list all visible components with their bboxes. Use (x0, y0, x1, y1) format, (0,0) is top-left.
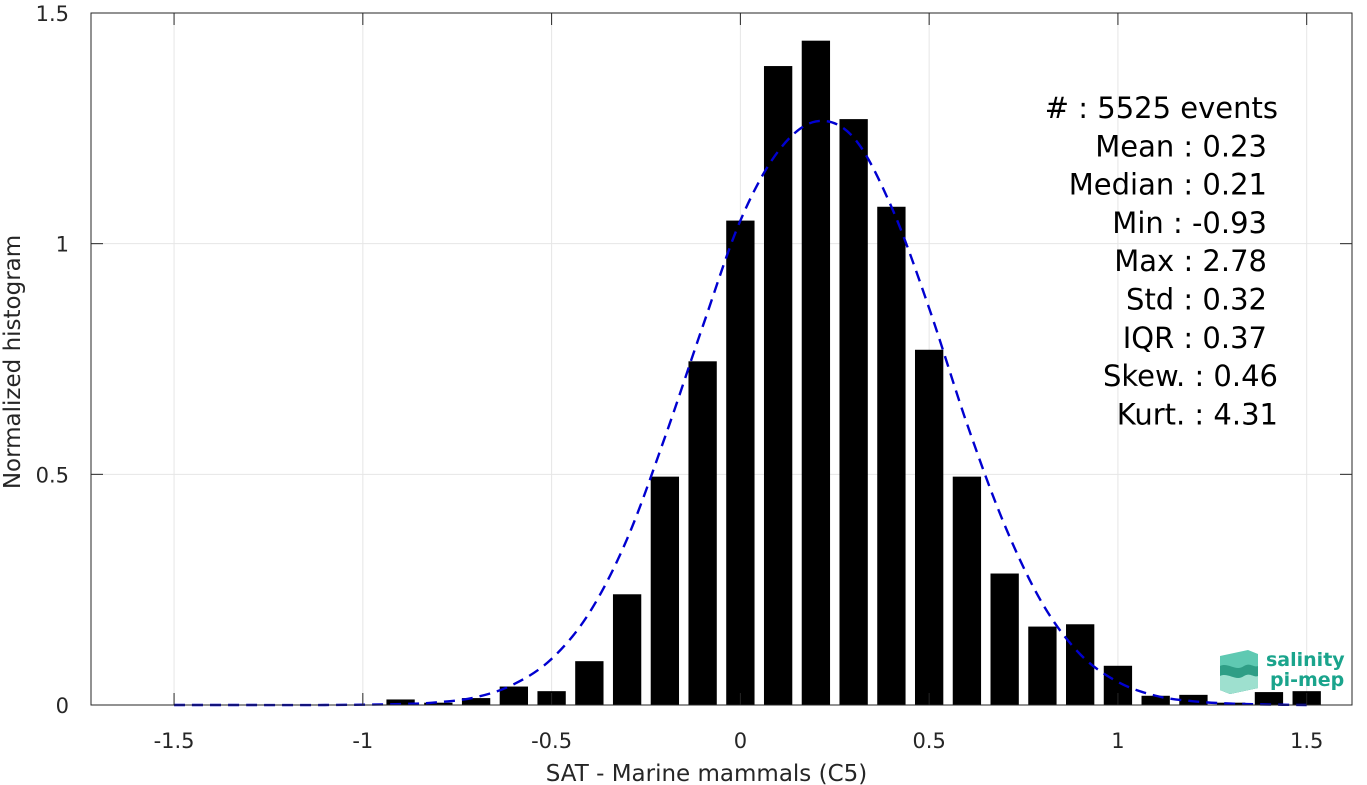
histogram-bar (499, 686, 529, 705)
stat-line: Max : 2.78 (1114, 244, 1267, 278)
y-tick-label: 1.5 (36, 2, 69, 26)
x-tick-label: 1 (1111, 729, 1124, 753)
histogram-bar (424, 702, 453, 705)
x-tick-label: 0.5 (912, 729, 945, 753)
histogram-bar (461, 698, 491, 705)
histogram-bar (914, 349, 944, 705)
y-tick-label: 0.5 (36, 463, 69, 487)
y-tick-label: 0 (56, 694, 69, 718)
histogram-bar (386, 699, 415, 705)
stat-line: IQR : 0.37 (1123, 321, 1267, 355)
histogram-bar (801, 40, 831, 706)
logo-waves-icon (1220, 650, 1258, 694)
stat-line: Min : -0.93 (1112, 206, 1267, 240)
salinity-pi-mep-logo: salinity pi-mep (1220, 649, 1345, 694)
histogram-bar (650, 476, 680, 705)
x-tick-labels: -1.5 -1 -0.5 0 0.5 1 1.5 (154, 729, 1324, 753)
x-tick-label: -0.5 (531, 729, 572, 753)
x-tick-label: 1.5 (1290, 729, 1323, 753)
stat-line: Std : 0.32 (1126, 283, 1267, 317)
histogram-bar (1179, 694, 1208, 705)
histogram-bar (612, 594, 642, 705)
x-tick-label: -1.5 (154, 729, 195, 753)
plot-frame (90, 12, 1353, 706)
histogram-bar (990, 573, 1019, 705)
y-tick-labels: 0 0.5 1 1.5 (36, 2, 69, 718)
stat-line: Skew. : 0.46 (1103, 359, 1278, 393)
histogram-bar (877, 206, 906, 705)
logo-line2: pi-mep (1270, 669, 1344, 691)
histogram-bar (688, 361, 717, 705)
y-tick-label: 1 (56, 233, 69, 257)
histogram-bar (575, 661, 604, 705)
histogram-bar (1254, 692, 1284, 705)
statistics-box: # : 5525 events Mean : 0.23 Median : 0.21 M… (1045, 91, 1278, 431)
histogram-bar (1028, 626, 1057, 705)
x-tick-label: -1 (352, 729, 373, 753)
histogram-bar (839, 119, 868, 705)
stat-line: Median : 0.21 (1069, 168, 1267, 202)
histogram-bar (726, 220, 755, 705)
x-axis-label: SAT - Marine mammals (C5) (546, 761, 868, 785)
x-tick-label: 0 (734, 729, 747, 753)
stat-line: Kurt. : 4.31 (1117, 397, 1278, 431)
y-axis-label: Normalized histogram (0, 235, 26, 489)
axis-ticks (91, 12, 1352, 706)
histogram-bar (1141, 695, 1170, 705)
histogram-bar (763, 66, 793, 705)
stat-line: # : 5525 events (1045, 91, 1278, 125)
logo-line1: salinity (1266, 649, 1345, 671)
histogram-bar (952, 476, 982, 705)
stat-line: Mean : 0.23 (1095, 129, 1267, 163)
histogram-bars (386, 40, 1321, 706)
normal-fit-curve (174, 119, 1307, 707)
